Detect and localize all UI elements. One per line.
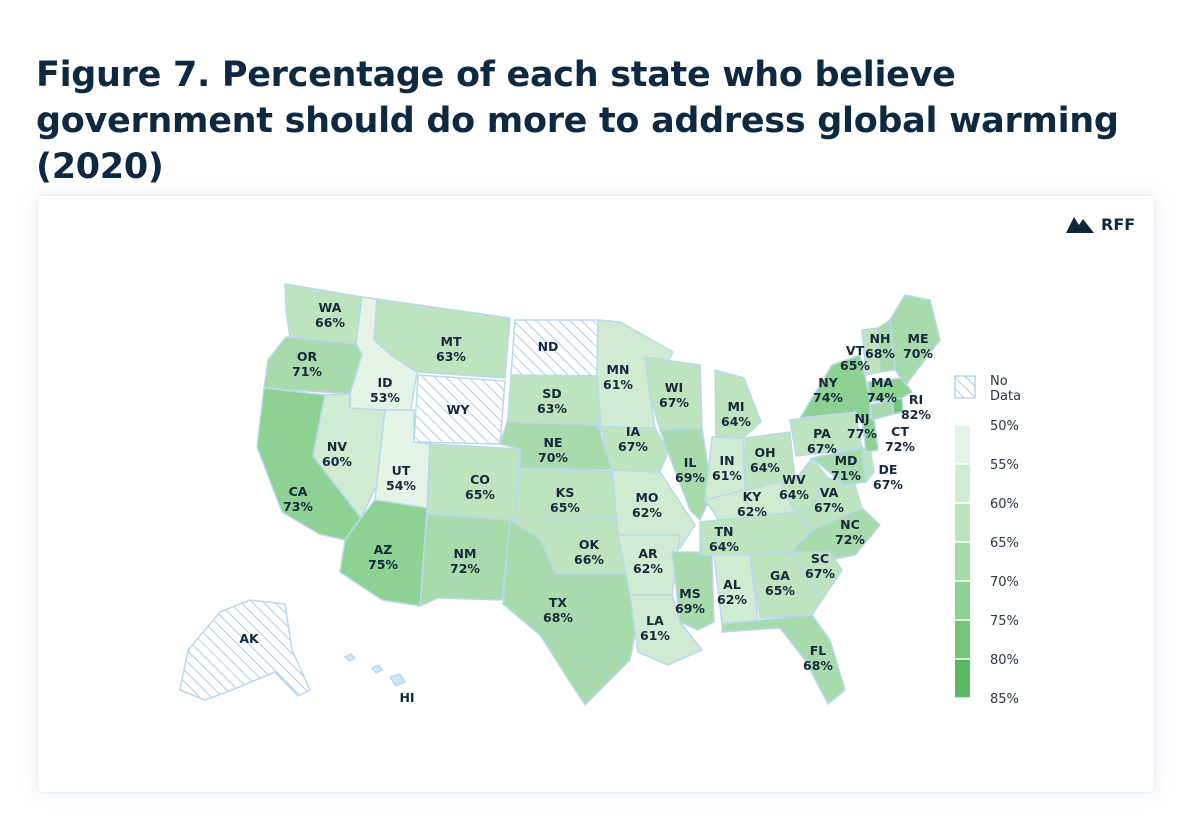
- state-label-id: ID 53%: [370, 375, 400, 405]
- state-label-co: CO 65%: [465, 472, 495, 502]
- state-mo: [611, 469, 696, 549]
- state-label-ri: RI 82%: [901, 392, 931, 422]
- state-label-oh: OH 64%: [750, 445, 780, 475]
- state-label-wi: WI 67%: [659, 380, 689, 410]
- state-label-mn: MN 61%: [603, 362, 633, 392]
- state-label-ut: UT 54%: [386, 463, 416, 493]
- state-ga: [749, 551, 823, 619]
- state-label-me: ME 70%: [903, 331, 933, 361]
- state-label-ks: KS 65%: [550, 485, 580, 515]
- state-label-nh: NH 68%: [865, 331, 895, 361]
- state-label-sc: SC 67%: [805, 551, 835, 581]
- legend-no-data-label: Data: [990, 389, 1021, 404]
- state-ak: [179, 599, 311, 701]
- state-label-wv: WV 64%: [779, 472, 809, 502]
- state-label-mi: MI 64%: [721, 399, 751, 429]
- mountain-logo-icon: [1066, 217, 1094, 233]
- state-mi: [714, 369, 762, 439]
- legend-no-data-label: No: [990, 374, 1008, 389]
- legend-color-band: [955, 464, 970, 503]
- legend-tick-label: 85%: [990, 692, 1019, 707]
- legend-tick-label: 55%: [990, 458, 1019, 473]
- state-sc: [789, 551, 843, 601]
- state-label-ct: CT 72%: [885, 424, 915, 454]
- legend-no-data-swatch: [954, 375, 976, 399]
- state-tx: [502, 519, 639, 706]
- state-label-wa: WA 66%: [315, 300, 345, 330]
- state-label-md: MD 71%: [831, 453, 861, 483]
- state-label-ms: MS 69%: [675, 586, 705, 616]
- state-label-wy: WY: [447, 402, 471, 417]
- state-me: [889, 294, 941, 386]
- state-label-nm: NM 72%: [450, 546, 480, 576]
- state-nm: [419, 513, 511, 607]
- rff-brand: RFF: [1066, 213, 1146, 235]
- state-label-mo: MO 62%: [632, 490, 662, 520]
- legend-tick-label: 80%: [990, 653, 1019, 668]
- state-label-ia: IA 67%: [618, 424, 648, 454]
- state-label-vt: VT 65%: [840, 343, 870, 373]
- state-label-ak: AK: [239, 631, 260, 646]
- state-label-sd: SD 63%: [537, 386, 567, 416]
- legend-color-band: [955, 620, 970, 659]
- state-label-mt: MT 63%: [436, 334, 466, 364]
- state-label-tx: TX 68%: [543, 595, 573, 625]
- state-mt: [373, 298, 511, 379]
- state-label-la: LA 61%: [640, 613, 670, 643]
- state-label-fl: FL 68%: [803, 643, 833, 673]
- legend-tick-label: 70%: [990, 575, 1019, 590]
- state-label-al: AL 62%: [717, 577, 747, 607]
- state-label-ga: GA 65%: [765, 568, 795, 598]
- state-label-nd: ND: [538, 339, 559, 354]
- legend-tick-label: 75%: [990, 614, 1019, 629]
- state-label-az: AZ 75%: [368, 542, 398, 572]
- state-la: [629, 594, 703, 666]
- state-label-ma: MA 74%: [867, 375, 897, 405]
- state-label-tn: TN 64%: [709, 524, 739, 554]
- state-label-nc: NC 72%: [835, 517, 865, 547]
- state-label-il: IL 69%: [675, 455, 705, 485]
- state-label-ca: CA 73%: [283, 484, 313, 514]
- legend-color-band: [955, 542, 970, 581]
- state-label-ky: KY 62%: [737, 489, 767, 519]
- legend-color-band: [955, 425, 970, 464]
- state-label-va: VA 67%: [814, 485, 844, 515]
- legend-tick-label: 60%: [990, 497, 1019, 512]
- state-nj: [861, 417, 879, 453]
- state-hi: [344, 653, 406, 687]
- legend-color-band: [955, 503, 970, 542]
- legend-tick-label: 65%: [990, 536, 1019, 551]
- state-label-nj: NJ 77%: [847, 411, 877, 441]
- state-label-de: DE 67%: [873, 462, 903, 492]
- legend-tick-label: 50%: [990, 419, 1019, 434]
- state-ma: [867, 377, 913, 403]
- state-label-nv: NV 60%: [322, 439, 352, 469]
- state-ia: [600, 426, 669, 473]
- state-label-ne: NE 70%: [538, 435, 568, 465]
- state-label-ny: NY 74%: [813, 375, 843, 405]
- brand-name: RFF: [1101, 214, 1136, 234]
- legend-color-band: [955, 581, 970, 620]
- legend-color-band: [955, 659, 970, 698]
- state-label-in: IN 61%: [712, 453, 742, 483]
- state-fl: [721, 614, 846, 705]
- state-mn: [596, 319, 674, 429]
- state-label-hi: HI: [399, 690, 414, 705]
- state-il: [659, 427, 713, 521]
- state-label-ok: OK 66%: [574, 537, 604, 567]
- state-label-or: OR 71%: [292, 349, 322, 379]
- figure-title: Figure 7. Percentage of each state who b…: [36, 55, 1119, 187]
- state-label-pa: PA 67%: [807, 426, 837, 456]
- state-label-ar: AR 62%: [633, 546, 663, 576]
